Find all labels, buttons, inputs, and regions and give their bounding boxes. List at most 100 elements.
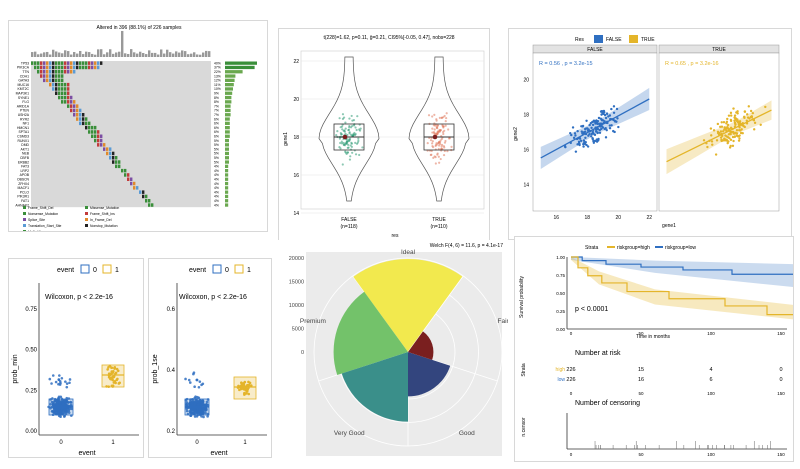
mutation-cell	[70, 61, 73, 65]
mutation-cell	[67, 65, 70, 70]
oncoplot-legend-label: Frame_Shift_Del	[28, 206, 54, 210]
box-point-event0	[60, 407, 64, 411]
mutation-cell	[58, 95, 61, 100]
violin-point	[350, 141, 353, 144]
mutation-cell	[73, 100, 76, 104]
scatter-point	[596, 131, 599, 134]
gene-freq-bar	[225, 70, 243, 74]
oncoplot-panel: Altered in 396 (88.1%) of 226 samples TP…	[8, 20, 268, 232]
oncoplot-pct-label: 40%	[214, 61, 221, 65]
box-point-event1	[113, 366, 116, 370]
scatter-point	[714, 153, 718, 156]
polar-wedge	[408, 352, 451, 397]
box-point-event0	[187, 378, 191, 382]
box-point-event0	[58, 383, 62, 386]
oncoplot-legend-key	[23, 230, 26, 231]
oncoplot-gene-label: AHNAK2	[15, 203, 29, 207]
mutation-cell	[55, 82, 58, 87]
mutation-cell	[88, 121, 91, 126]
violin-point	[442, 153, 446, 157]
gene-freq-bar	[225, 147, 229, 151]
box-point-event0	[206, 415, 209, 418]
box-point-event0	[57, 378, 61, 381]
violin-point	[340, 125, 344, 128]
tmb-bar	[46, 51, 49, 57]
gene-freq-bar	[225, 65, 255, 70]
y-tick-label: 0.00	[25, 429, 37, 435]
box-point-event1	[249, 384, 253, 387]
polar-category-label: Premium	[300, 318, 326, 325]
box-point-event0	[59, 411, 63, 415]
oncoplot-gene-label: DMD	[21, 143, 29, 147]
scatter-point	[753, 121, 757, 125]
x-tick-label: 1	[243, 440, 247, 446]
scatter-point	[585, 143, 588, 147]
oncoplot-gene-label: USH2A	[18, 113, 30, 117]
scatter-point	[733, 121, 737, 124]
violin-point	[433, 113, 436, 116]
scatter-point	[610, 107, 613, 111]
oncoplot-pct-label: 4%	[214, 186, 219, 190]
y-tick-label: 0.25	[25, 388, 37, 394]
mutation-cell	[46, 78, 49, 83]
mutation-cell	[94, 138, 97, 143]
mutation-cell	[85, 61, 88, 65]
scatter-point	[596, 122, 600, 126]
mutation-cell	[91, 65, 94, 70]
oncoplot-gene-label: ERBB2	[18, 160, 29, 164]
mutation-cell	[49, 70, 52, 74]
oncoplot-pct-label: 5%	[214, 160, 219, 164]
mutation-cell	[100, 138, 103, 143]
gene-freq-bar	[225, 138, 229, 143]
mutation-cell	[52, 61, 55, 65]
polar-category-label: Good	[459, 430, 475, 437]
oncoplot-legend-label: Splice_Site	[28, 218, 45, 222]
violin-point	[344, 142, 347, 145]
scatter-point	[728, 137, 731, 140]
violin-point	[342, 143, 345, 147]
gene-freq-bar	[225, 113, 231, 117]
violin-panel: t(228)=1.62, p=0.11, ĝ=0.21, CI95%[-0.05…	[278, 28, 490, 242]
boxplot-min-x-label: event	[78, 450, 95, 457]
violin-point	[339, 141, 342, 145]
km-censor-x-tick: 50	[638, 452, 644, 457]
violin-plot-area	[300, 50, 485, 210]
mutation-cell	[49, 61, 52, 65]
km-censor-title: Number of censoring	[575, 400, 640, 407]
mutation-cell	[67, 104, 70, 108]
boxplot-1se-x-label: event	[210, 450, 227, 457]
mutation-cell	[67, 70, 70, 74]
oncoplot-pct-label: 4%	[214, 190, 219, 194]
km-legend-high: riskgroup=high	[617, 245, 650, 251]
mutation-cell	[64, 100, 67, 104]
box-point-event0	[193, 385, 196, 388]
mutation-cell	[70, 95, 73, 100]
violin-point	[435, 133, 438, 136]
polar-wedge	[353, 258, 463, 352]
gene-freq-bar	[225, 186, 229, 190]
mutation-cell	[55, 65, 58, 70]
violin-point	[338, 146, 341, 149]
mutation-cell	[37, 61, 40, 65]
mutation-cell	[91, 130, 94, 134]
mutation-cell	[139, 190, 142, 194]
box-point-event0	[200, 401, 204, 404]
violin-point	[431, 115, 434, 118]
box-point-event0	[188, 381, 192, 384]
box-point-event0	[54, 412, 58, 415]
violin-point	[437, 155, 440, 158]
scatter-point	[603, 120, 606, 123]
oncoplot-gene-label: ZFHX4	[18, 182, 29, 186]
mutation-cell	[70, 65, 73, 70]
box-point-event0	[50, 400, 54, 404]
km-y-tick: 0.00	[556, 327, 565, 332]
scatter-point	[764, 105, 767, 109]
mutation-cell	[73, 65, 76, 70]
scatter-point	[711, 143, 714, 146]
oncoplot-gene-label: TTN	[22, 70, 29, 74]
mutation-cell	[52, 87, 55, 91]
box-point-event0	[198, 407, 201, 411]
violin-point	[354, 133, 357, 137]
tmb-bar	[64, 50, 67, 57]
oncoplot-gene-label: NEB	[22, 152, 30, 156]
